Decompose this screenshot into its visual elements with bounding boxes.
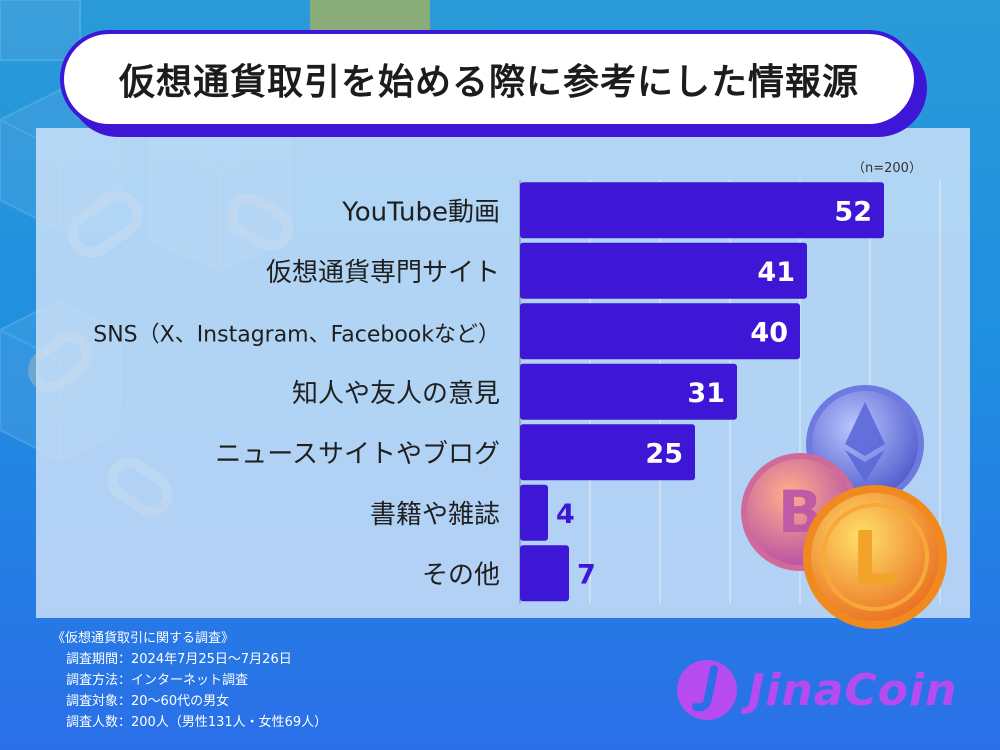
crypto-coins-illustration: B L xyxy=(741,385,947,629)
chart-bar xyxy=(520,484,548,541)
chart-value-label: 4 xyxy=(556,499,575,530)
chart-bar xyxy=(520,424,695,481)
chart-value-label: 25 xyxy=(645,438,683,469)
chart-bar xyxy=(520,363,737,420)
survey-period: 調査期間：2024年7月25日〜7月26日 xyxy=(66,652,292,667)
page-title: 仮想通貨取引を始める際に参考にした情報源 xyxy=(118,62,859,103)
chart-category-label: その他 xyxy=(422,560,500,590)
chart-value-label: 7 xyxy=(577,559,596,590)
chart-value-label: 40 xyxy=(750,317,788,348)
chart-value-label: 31 xyxy=(687,378,725,409)
survey-info: 《仮想通貨取引に関する調査》 調査期間：2024年7月25日〜7月26日 調査方… xyxy=(52,628,327,733)
chart-bars xyxy=(520,182,884,602)
sample-size-note: （n=200） xyxy=(852,161,922,176)
survey-target: 調査対象：20〜60代の男女 xyxy=(66,694,230,709)
chart-category-label: YouTube動画 xyxy=(341,197,500,227)
chart-category-label: ニュースサイトやブログ xyxy=(215,439,500,469)
chart-category-label: 知人や友人の意見 xyxy=(292,379,500,409)
litecoin-coin-icon: L xyxy=(803,485,947,629)
chart-value-label: 41 xyxy=(757,257,795,288)
survey-title: 《仮想通貨取引に関する調査》 xyxy=(52,631,235,646)
chart-category-label: 書籍や雑誌 xyxy=(370,500,500,530)
title-box: 仮想通貨取引を始める際に参考にした情報源 xyxy=(60,30,918,128)
chart-category-label: SNS（X、Instagram、Facebookなど） xyxy=(93,322,500,347)
survey-count: 調査人数：200人（男性131人・女性69人） xyxy=(66,715,328,730)
survey-method: 調査方法：インターネット調査 xyxy=(66,673,249,688)
chart-category-label: 仮想通貨専門サイト xyxy=(266,258,500,288)
jinacoin-logo-icon xyxy=(677,660,737,720)
chart-bar xyxy=(520,242,807,299)
jinacoin-logo-text: JinaCoin xyxy=(748,664,958,716)
chart-value-label: 52 xyxy=(834,196,872,227)
chart-bar xyxy=(520,545,569,602)
jinacoin-logo: JinaCoin xyxy=(672,652,972,728)
svg-text:L: L xyxy=(851,516,898,602)
chart-bar xyxy=(520,303,800,360)
chart-bar xyxy=(520,182,884,239)
